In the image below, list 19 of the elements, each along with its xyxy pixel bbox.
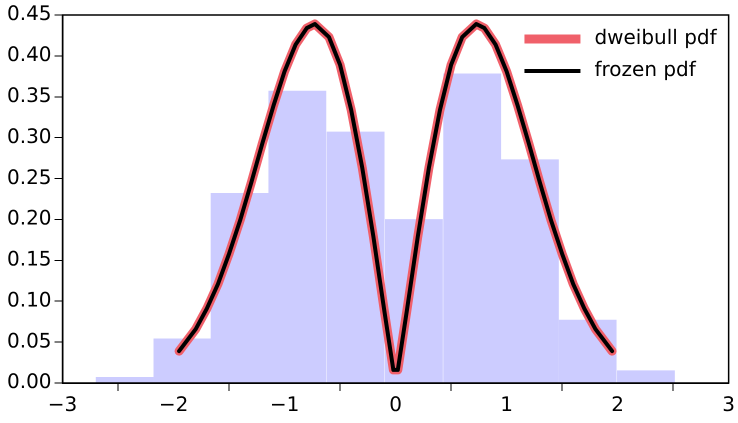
x-tick-label: −1 <box>270 392 300 416</box>
y-tick-label: 0.35 <box>7 82 52 107</box>
x-tick-label: −3 <box>48 392 78 416</box>
y-tick-label: 0.45 <box>7 1 52 26</box>
y-tick-label: 0.15 <box>7 246 52 271</box>
legend-label: frozen pdf <box>594 57 697 82</box>
y-tick-label: 0.20 <box>7 206 52 230</box>
x-tick-label: 3 <box>722 392 736 416</box>
y-tick-label: 0.40 <box>7 42 52 66</box>
x-tick-label: −2 <box>158 392 188 416</box>
legend-label: dweibull pdf <box>594 25 718 50</box>
x-tick-label: 1 <box>500 392 513 416</box>
y-tick-label: 0.10 <box>7 287 52 312</box>
y-tick-label: 0.00 <box>7 369 52 394</box>
x-tick-label: 2 <box>611 392 624 416</box>
x-tick-label: 0 <box>389 392 402 416</box>
y-tick-label: 0.25 <box>7 164 52 189</box>
y-tick-label: 0.30 <box>7 124 52 148</box>
y-tick-label: 0.05 <box>7 328 52 352</box>
